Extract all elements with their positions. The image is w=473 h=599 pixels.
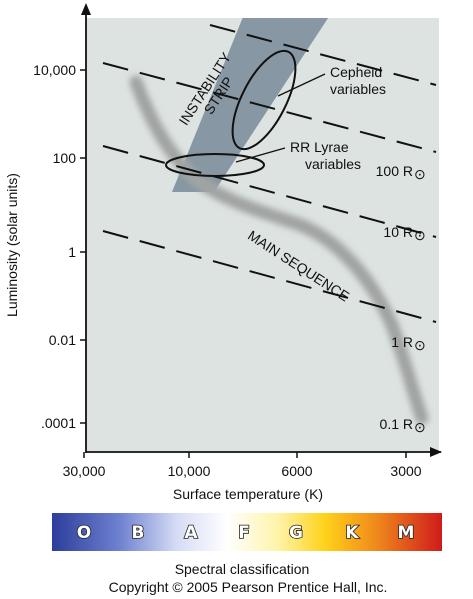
y-tick-label: .0001 [41,415,76,431]
radius-label-text: 100 R [376,163,413,179]
sun-symbol-icon: ⊙ [414,337,426,353]
spectral-class-o: O [77,523,91,543]
x-axis-arrowhead [430,447,442,457]
spectral-class-g: G [289,523,303,543]
x-tick-label: 6000 [281,463,312,479]
y-axis-arrowhead [81,3,91,15]
x-ticks [83,452,407,458]
rr-lyrae-label-line2: variables [305,156,361,172]
rr-lyrae-variables-region [165,153,265,177]
radius-label-text: 1 R [391,334,413,350]
x-axis-title: Surface temperature (K) [173,486,323,502]
y-axis-title: Luminosity (solar units) [4,173,20,317]
spectral-class-f: F [238,523,250,543]
rr-lyrae-label-line1: RR Lyrae [290,139,349,155]
x-tick-label: 10,000 [168,463,211,479]
rr-lyrae-leader-line [235,147,286,163]
sun-symbol-icon: ⊙ [414,166,426,182]
y-tick-label: 10,000 [33,62,76,78]
sun-symbol-icon: ⊙ [414,227,426,243]
radius-line-1 [102,230,437,323]
radius-line-0.1 [209,24,437,86]
copyright-notice: Copyright © 2005 Pearson Prentice Hall, … [109,579,388,595]
y-ticks [80,69,86,424]
cepheid-leader-line [277,73,326,97]
spectral-classification-title: Spectral classification [175,561,310,577]
x-tick-label: 30,000 [63,463,106,479]
spectral-class-a: A [184,523,198,543]
radius-label-10: 10 R ⊙ [383,224,425,243]
radius-label-text: 10 R [383,224,413,240]
x-tick-label: 3000 [390,463,421,479]
radius-label-1: 1 R ⊙ [391,334,426,353]
cepheid-label-line2: variables [330,81,386,97]
spectral-class-k: K [345,523,359,543]
instability-strip-band [172,18,329,192]
sun-symbol-icon: ⊙ [414,419,426,435]
y-tick-label: 0.01 [49,332,76,348]
spectral-color-bar [52,513,442,551]
y-tick-label: 1 [68,244,76,260]
radius-label-100: 100 R ⊙ [376,163,426,182]
radius-line-100 [102,62,437,153]
main-sequence-core [133,79,425,421]
cepheid-variables-region [231,49,297,151]
y-tick-label: 100 [53,150,77,166]
radius-label-0.1: 0.1 R ⊙ [380,416,426,435]
spectral-class-m: M [398,523,415,543]
spectral-class-b: B [132,523,145,543]
radius-line-10 [102,145,437,238]
radius-label-text: 0.1 R [380,416,413,432]
cepheid-label-line1: Cepheid [330,64,382,80]
